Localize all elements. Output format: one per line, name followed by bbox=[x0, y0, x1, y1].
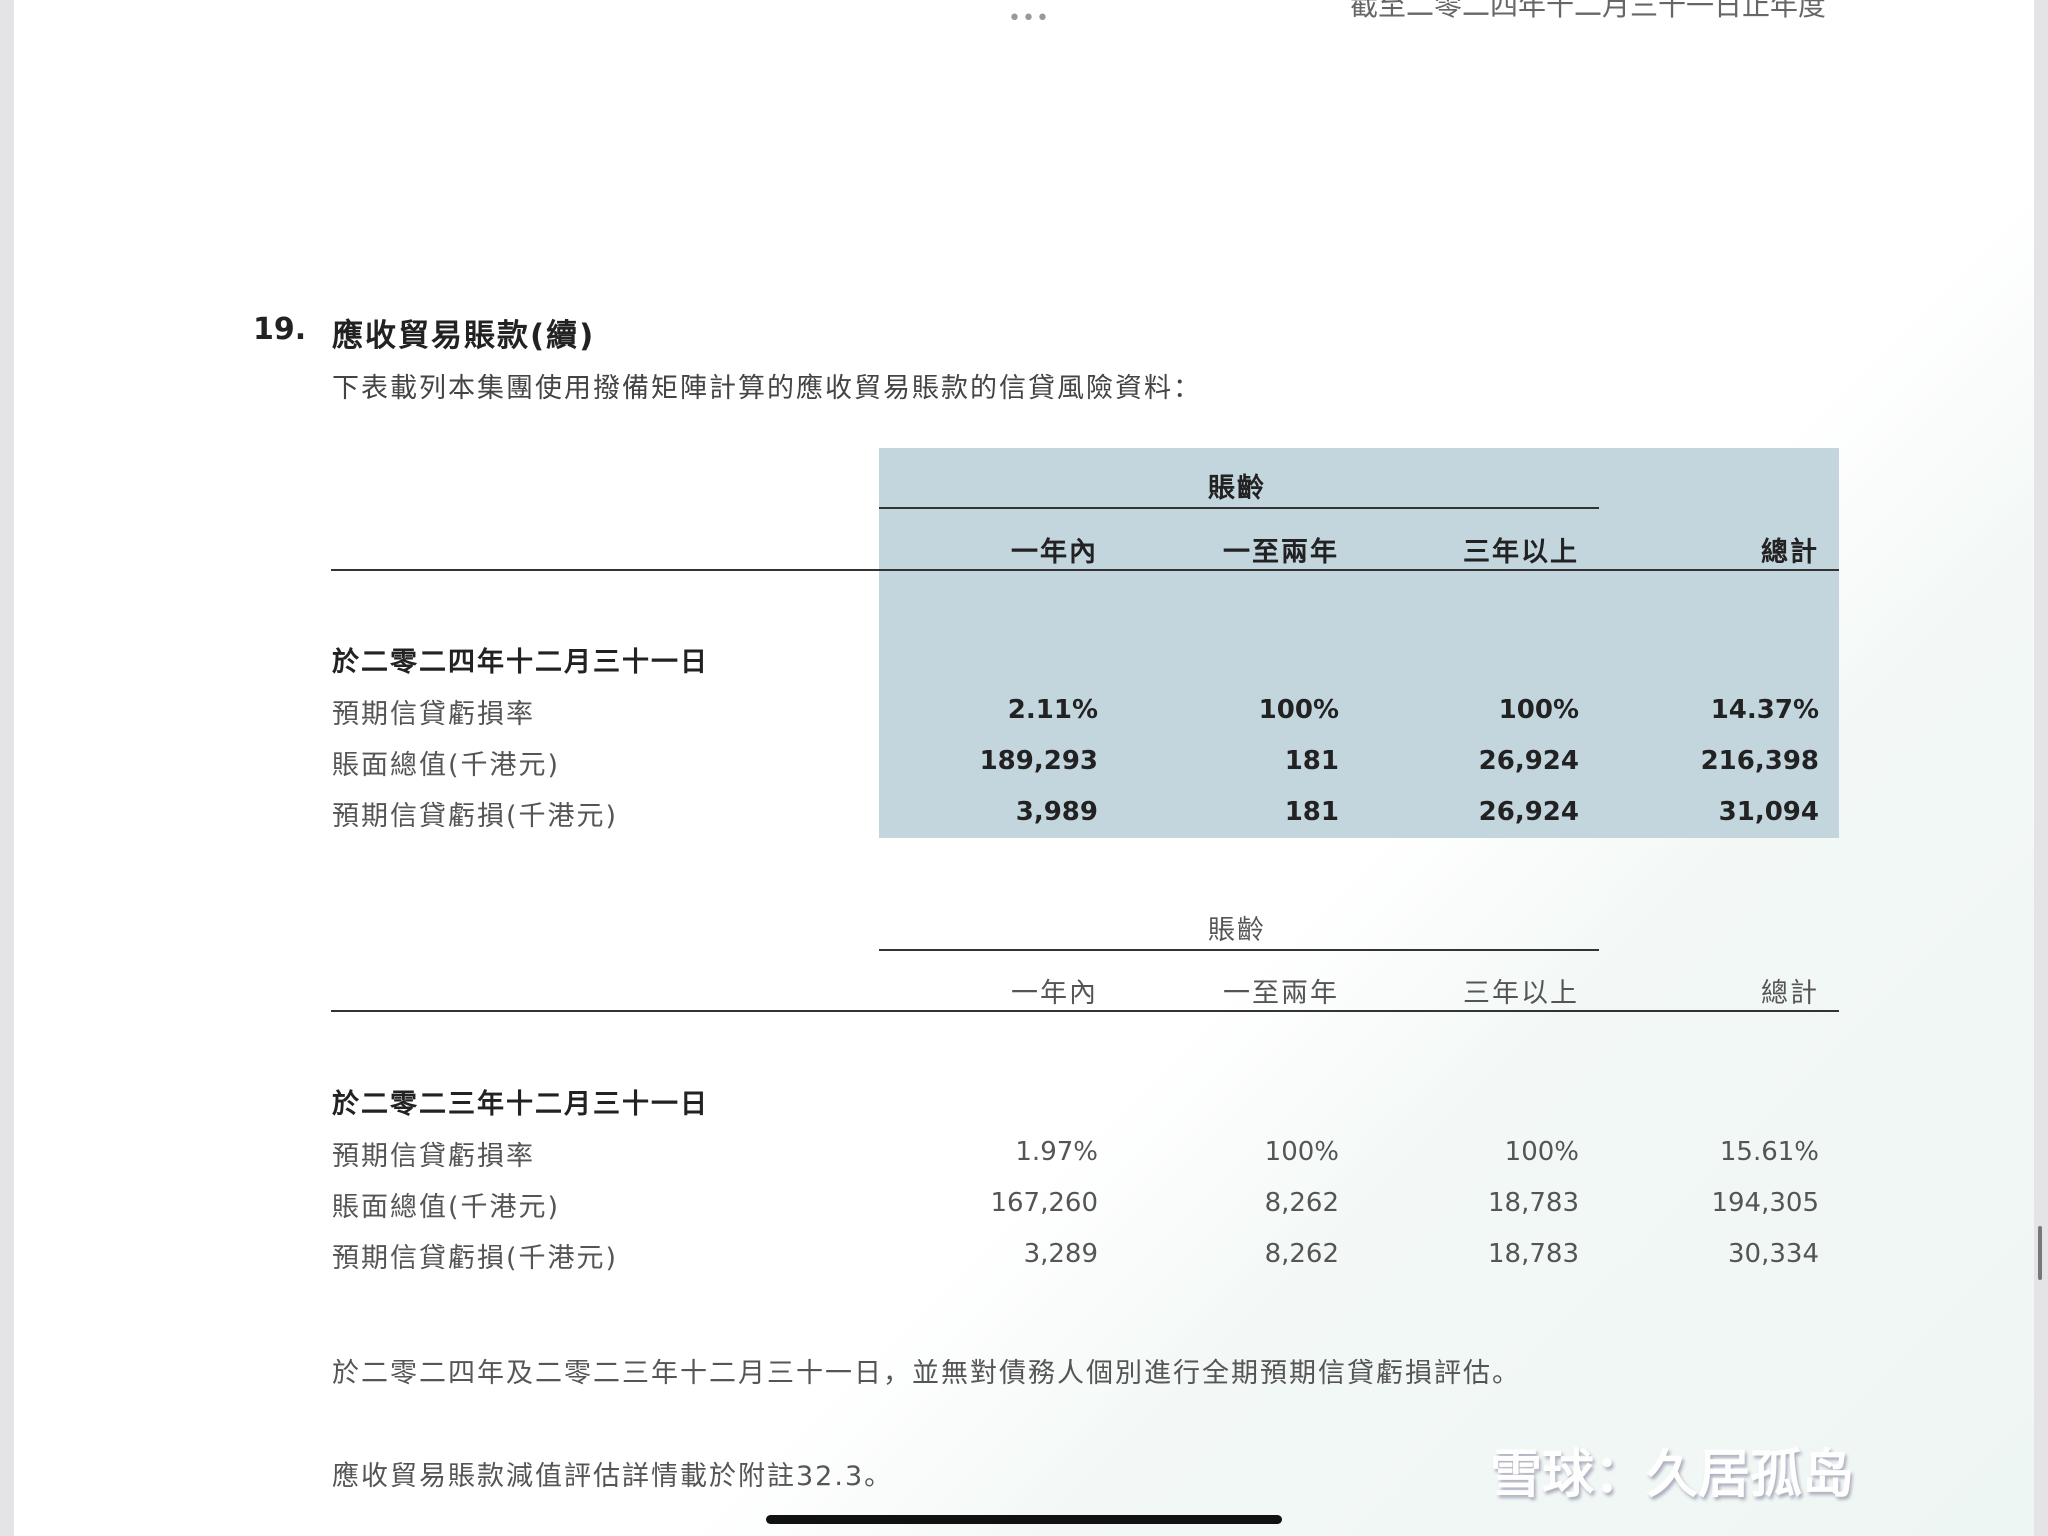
cell: 18,783 bbox=[1488, 1188, 1579, 1218]
home-indicator[interactable] bbox=[766, 1515, 1282, 1524]
cell: 100% bbox=[1504, 1137, 1579, 1167]
cell: 194,305 bbox=[1711, 1188, 1819, 1218]
col-header: 總計 bbox=[1761, 978, 1819, 1009]
row-label: 預期信貸虧損率 bbox=[332, 1141, 535, 1172]
col-header: 一至兩年 bbox=[1223, 537, 1339, 568]
col-header: 三年以上 bbox=[1463, 978, 1579, 1009]
cell: 3,989 bbox=[1015, 797, 1098, 827]
cell: 189,293 bbox=[979, 746, 1098, 776]
row-label: 賬面總值(千港元) bbox=[332, 1192, 561, 1223]
divider bbox=[879, 507, 1599, 509]
note-text: 應收貿易賬款減值評估詳情載於附註32.3。 bbox=[332, 1461, 894, 1492]
section-number: 19. bbox=[253, 312, 307, 347]
running-header: 截至二零二四年十二月三十一日止年度 bbox=[1350, 0, 1827, 22]
divider bbox=[879, 949, 1599, 951]
cell: 26,924 bbox=[1478, 797, 1579, 827]
cell: 2.11% bbox=[1007, 695, 1098, 725]
cell: 167,260 bbox=[990, 1188, 1098, 1218]
cell: 100% bbox=[1498, 695, 1579, 725]
row-label: 賬面總值(千港元) bbox=[332, 750, 561, 781]
col-header: 三年以上 bbox=[1463, 537, 1579, 568]
row-label: 預期信貸虧損(千港元) bbox=[332, 1243, 619, 1274]
aging-header: 賬齡 bbox=[1208, 915, 1266, 946]
watermark: 雪球：久居孤岛 bbox=[1490, 1445, 1855, 1505]
cell: 181 bbox=[1284, 746, 1339, 776]
more-options-icon[interactable]: ••• bbox=[1008, 6, 1050, 31]
highlight-box bbox=[879, 448, 1839, 838]
right-edge bbox=[2034, 0, 2048, 1536]
aging-header: 賬齡 bbox=[1208, 473, 1266, 504]
section-intro: 下表載列本集團使用撥備矩陣計算的應收貿易賬款的信貸風險資料： bbox=[332, 373, 1202, 404]
cell: 181 bbox=[1284, 797, 1339, 827]
date-label: 於二零二四年十二月三十一日 bbox=[332, 647, 709, 678]
cell: 8,262 bbox=[1264, 1188, 1339, 1218]
cell: 1.97% bbox=[1015, 1137, 1098, 1167]
date-label: 於二零二三年十二月三十一日 bbox=[332, 1089, 709, 1120]
divider bbox=[331, 1010, 1839, 1012]
col-header: 一年內 bbox=[1011, 978, 1098, 1009]
divider bbox=[331, 569, 1839, 571]
cell: 216,398 bbox=[1700, 746, 1819, 776]
row-label: 預期信貸虧損率 bbox=[332, 699, 535, 730]
cell: 15.61% bbox=[1719, 1137, 1819, 1167]
note-text: 於二零二四年及二零二三年十二月三十一日，並無對債務人個別進行全期預期信貸虧損評估… bbox=[332, 1358, 1521, 1389]
row-label: 預期信貸虧損(千港元) bbox=[332, 801, 619, 832]
scrollbar[interactable] bbox=[2038, 1226, 2042, 1280]
cell: 31,094 bbox=[1718, 797, 1819, 827]
section-title: 應收貿易賬款(續) bbox=[332, 318, 596, 354]
cell: 14.37% bbox=[1710, 695, 1819, 725]
col-header: 一年內 bbox=[1011, 537, 1098, 568]
cell: 30,334 bbox=[1728, 1239, 1819, 1269]
col-header: 一至兩年 bbox=[1223, 978, 1339, 1009]
cell: 3,289 bbox=[1023, 1239, 1098, 1269]
cell: 8,262 bbox=[1264, 1239, 1339, 1269]
col-header: 總計 bbox=[1761, 537, 1819, 568]
cell: 100% bbox=[1264, 1137, 1339, 1167]
cell: 18,783 bbox=[1488, 1239, 1579, 1269]
left-edge bbox=[0, 0, 14, 1536]
cell: 26,924 bbox=[1478, 746, 1579, 776]
cell: 100% bbox=[1258, 695, 1339, 725]
